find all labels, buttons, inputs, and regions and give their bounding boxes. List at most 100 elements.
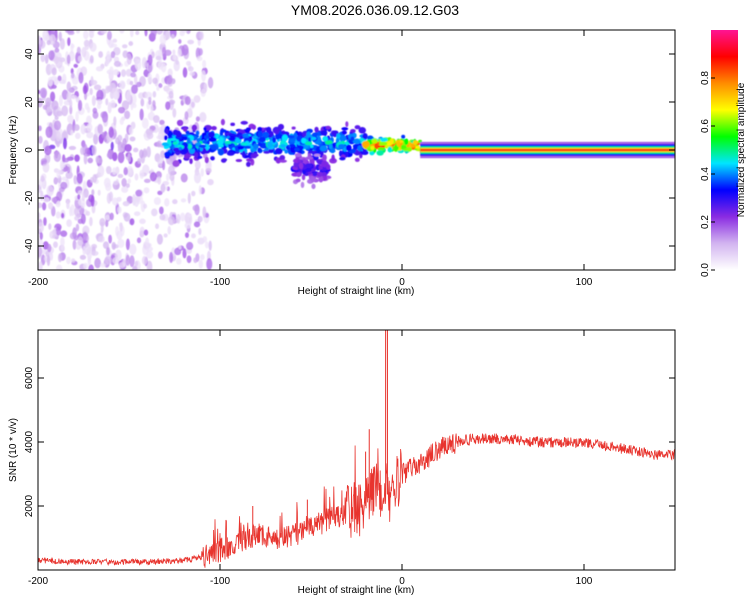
heat-cell xyxy=(51,67,57,76)
heat-cell xyxy=(53,177,58,185)
heat-cell xyxy=(240,120,248,125)
heat-cell xyxy=(370,145,375,151)
heat-cell xyxy=(56,191,63,202)
heat-cell xyxy=(204,135,209,140)
heat-cell xyxy=(184,111,189,120)
heat-cell xyxy=(71,258,76,263)
heat-cell xyxy=(210,144,217,151)
heat-cell xyxy=(275,132,281,140)
heat-cell xyxy=(200,168,204,177)
heat-cell xyxy=(208,240,212,251)
heat-cell xyxy=(85,210,91,216)
heat-cell xyxy=(328,149,336,153)
heat-cell xyxy=(180,198,187,203)
heat-cell xyxy=(196,56,203,62)
heat-cell xyxy=(203,127,207,131)
heat-cell xyxy=(106,152,110,158)
heat-cell xyxy=(80,202,86,209)
heat-cell xyxy=(91,145,97,156)
heat-cell xyxy=(136,237,142,244)
heat-cell xyxy=(202,140,208,144)
heat-cell xyxy=(92,107,98,114)
heat-cell xyxy=(97,165,105,177)
heat-cell xyxy=(102,241,110,249)
heat-cell xyxy=(176,257,182,265)
heat-cell xyxy=(296,171,302,178)
heat-cell xyxy=(93,84,102,91)
heat-cell xyxy=(86,131,94,139)
heat-cell xyxy=(322,136,329,142)
spectrogram-x-tick-label: -200 xyxy=(28,277,48,288)
heat-cell xyxy=(160,183,166,193)
heat-cell xyxy=(119,117,124,126)
colorbar-tick-label: 0.0 xyxy=(700,263,711,277)
heat-cell xyxy=(117,238,125,248)
heat-cell xyxy=(263,150,271,154)
heat-cell xyxy=(178,146,183,151)
heat-cell xyxy=(109,66,114,75)
heat-cell xyxy=(55,211,61,219)
heat-cell xyxy=(205,167,212,174)
heat-cell xyxy=(56,200,61,206)
colorbar-label: Normalized spectral amplitude xyxy=(736,82,747,217)
heat-cell xyxy=(207,77,214,89)
heat-cell xyxy=(184,222,192,229)
heat-cell xyxy=(313,153,321,157)
heat-cell xyxy=(328,143,333,150)
heat-cell xyxy=(148,100,152,105)
heat-cell xyxy=(161,46,167,58)
heat-cell xyxy=(86,106,91,114)
heat-cell xyxy=(140,98,145,107)
heat-cell xyxy=(298,162,304,170)
heat-cell xyxy=(112,69,120,76)
heat-cell xyxy=(54,47,60,53)
heat-cell xyxy=(46,105,54,112)
heat-cell xyxy=(242,150,246,158)
heat-cell xyxy=(288,137,296,143)
heat-cell xyxy=(103,88,110,94)
heat-cell xyxy=(153,115,160,124)
heat-cell xyxy=(105,165,112,175)
heat-cell xyxy=(51,100,59,111)
heat-cell xyxy=(51,197,57,203)
heat-cell xyxy=(111,241,117,250)
heat-cell xyxy=(39,87,48,99)
heat-cell xyxy=(127,178,132,184)
heat-cell xyxy=(66,30,74,34)
heat-cell xyxy=(89,42,97,52)
heat-cell xyxy=(172,54,177,61)
heat-cell xyxy=(122,50,129,59)
heat-cell xyxy=(172,108,177,118)
heat-cell xyxy=(336,133,340,138)
heat-cell xyxy=(320,130,328,136)
heat-cell xyxy=(129,243,137,255)
heat-cell xyxy=(66,81,72,92)
heat-cell xyxy=(48,50,55,61)
heat-cell xyxy=(331,154,335,162)
heat-cell xyxy=(126,53,132,65)
heat-cell xyxy=(74,132,81,140)
heat-cell xyxy=(118,143,126,152)
heat-cell xyxy=(129,136,136,142)
heat-cell xyxy=(43,217,47,226)
heat-cell xyxy=(151,208,158,217)
heat-cell xyxy=(311,132,318,138)
heat-cell xyxy=(229,136,235,141)
heat-cell xyxy=(75,111,79,122)
heat-cell xyxy=(246,161,251,167)
heat-cell xyxy=(184,232,190,238)
heat-cell xyxy=(300,181,305,188)
heat-cell xyxy=(150,104,154,113)
spectrogram-x-tick-label: 0 xyxy=(399,277,405,288)
heat-cell xyxy=(38,246,43,258)
heat-cell xyxy=(121,178,127,187)
heat-cell xyxy=(66,219,72,227)
heat-cell xyxy=(316,171,323,177)
spectrogram-y-tick-label: -40 xyxy=(24,238,35,253)
heat-cell xyxy=(198,185,202,195)
heat-cell xyxy=(204,156,209,164)
heat-cell xyxy=(110,99,116,109)
heat-cell xyxy=(185,130,190,135)
